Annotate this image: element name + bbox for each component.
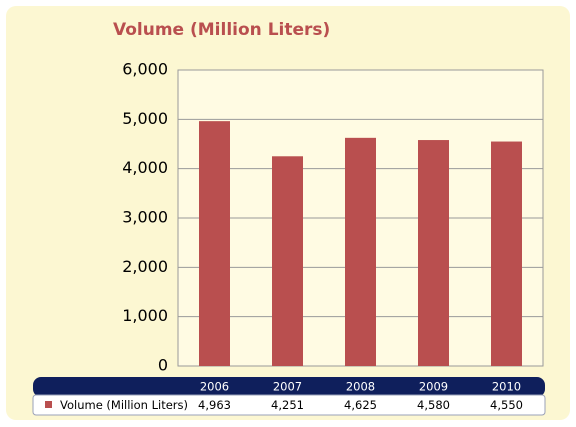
x-tick-label: 2007	[273, 380, 302, 394]
y-tick-label: 3,000	[122, 208, 168, 227]
chart-title: Volume (Million Liters)	[113, 20, 330, 40]
table-value: 4,251	[271, 398, 304, 412]
bar	[272, 156, 303, 366]
bar	[345, 137, 376, 366]
y-tick-label: 0	[158, 356, 168, 375]
bar	[418, 140, 449, 366]
table-value: 4,625	[344, 398, 377, 412]
y-tick-label: 2,000	[122, 257, 168, 276]
y-tick-label: 6,000	[122, 60, 168, 79]
x-tick-label: 2006	[200, 380, 229, 394]
table-value: 4,580	[417, 398, 450, 412]
legend-label: Volume (Million Liters)	[60, 398, 188, 412]
table-value: 4,550	[490, 398, 523, 412]
table-header	[33, 377, 545, 397]
bar	[491, 141, 522, 366]
y-tick-label: 1,000	[122, 306, 168, 325]
table-value: 4,963	[198, 398, 231, 412]
table-row	[32, 394, 546, 416]
x-tick-label: 2009	[419, 380, 448, 394]
bar	[199, 121, 230, 367]
y-tick-label: 5,000	[122, 109, 168, 128]
x-tick-label: 2008	[346, 380, 375, 394]
x-tick-label: 2010	[492, 380, 521, 394]
y-tick-label: 4,000	[122, 158, 168, 177]
legend-swatch	[45, 401, 52, 408]
